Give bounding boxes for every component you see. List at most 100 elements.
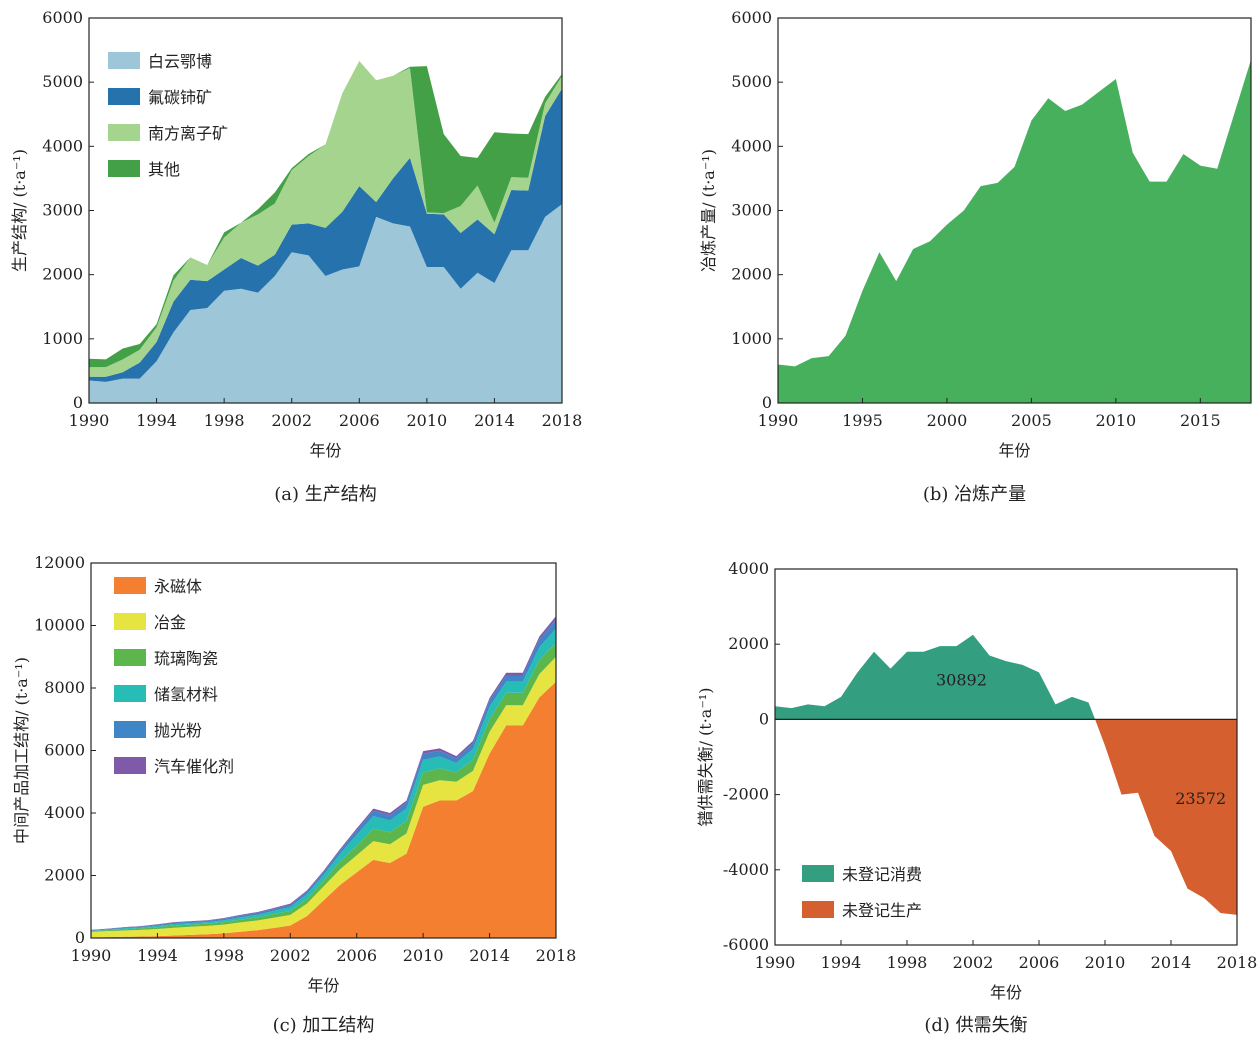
x-tick-label: 2014 — [474, 411, 515, 430]
x-tick-label: 2018 — [536, 946, 577, 965]
x-tick-label: 2005 — [1011, 411, 1052, 430]
x-tick-label: 2010 — [1085, 953, 1126, 972]
y-tick-label: 0 — [759, 709, 769, 728]
area-series-4 — [89, 60, 562, 368]
x-tick-label: 2006 — [1019, 953, 1060, 972]
x-tick-label: 2002 — [271, 411, 312, 430]
panel-caption: (c) 加工结构 — [273, 1015, 375, 1036]
panel-caption: (d) 供需失衡 — [924, 1015, 1027, 1036]
x-tick-label: 1994 — [136, 411, 177, 430]
legend-label: 汽车催化剂 — [154, 757, 234, 776]
x-tick-label: 2014 — [469, 946, 510, 965]
legend-label: 白云鄂博 — [148, 52, 212, 71]
x-tick-label: 2006 — [336, 946, 377, 965]
y-tick-label: 5000 — [731, 72, 772, 91]
panel-supply-demand-imbalance: -6000 -4000 -2000 0 2000 4000 1990 1994 1998 2002… — [630, 518, 1259, 1037]
y-tick-label: 0 — [73, 393, 83, 412]
y-tick-label: 12000 — [34, 553, 85, 572]
x-tick-label: 2010 — [1095, 411, 1136, 430]
y-tick-label: 2000 — [728, 634, 769, 653]
legend-label: 其他 — [148, 160, 180, 179]
area-series-group — [89, 60, 562, 403]
y-tick-label: 4000 — [731, 136, 772, 155]
x-axis-title: 年份 — [309, 441, 341, 460]
area-series-1 — [91, 681, 556, 938]
x-axis-title: 年份 — [990, 983, 1022, 1002]
area-unregistered-consumption — [775, 634, 1237, 720]
area-series-1 — [89, 204, 562, 403]
x-tick-label: 1998 — [204, 411, 245, 430]
y-tick-label: 4000 — [44, 803, 85, 822]
legend-swatch — [114, 757, 146, 774]
legend-swatch — [802, 865, 834, 882]
legend-swatch — [114, 649, 146, 666]
y-tick-label: 2000 — [731, 265, 772, 284]
area-series-2 — [89, 88, 562, 382]
legend-swatch — [108, 88, 140, 105]
x-tick-label: 2002 — [953, 953, 994, 972]
panel-caption: (b) 冶炼产量 — [923, 484, 1026, 505]
chart-processing-structure: 0 2000 4000 6000 8000 10000 12000 1990 1994 1998 2… — [12, 553, 577, 1036]
x-tick-label: 1998 — [887, 953, 928, 972]
x-tick-label: 2010 — [403, 946, 444, 965]
legend-label: 未登记消费 — [842, 865, 922, 884]
y-tick-label: 3000 — [42, 201, 83, 220]
legend-swatch — [114, 721, 146, 738]
panel-processing-structure: 0 2000 4000 6000 8000 10000 12000 1990 1994 1998 2… — [0, 518, 630, 1037]
y-tick-label: -4000 — [723, 860, 769, 879]
x-tick-label: 2010 — [406, 411, 447, 430]
y-tick-label: 4000 — [42, 136, 83, 155]
legend-swatch — [108, 124, 140, 141]
area-series-3 — [89, 60, 562, 377]
x-tick-label: 1990 — [71, 946, 112, 965]
area-unregistered-production — [775, 719, 1237, 915]
x-tick-label: 2006 — [339, 411, 380, 430]
legend-label: 永磁体 — [154, 577, 202, 596]
legend-swatch — [802, 901, 834, 918]
y-tick-label: 4000 — [728, 559, 769, 578]
y-tick-label: -2000 — [723, 785, 769, 804]
x-tick-label: 1990 — [758, 411, 799, 430]
y-tick-label: 6000 — [731, 8, 772, 27]
y-axis-title: 冶炼产量/ (t·a⁻¹) — [699, 149, 718, 272]
x-tick-label: 1990 — [755, 953, 796, 972]
y-tick-label: 1000 — [731, 329, 772, 348]
y-axis-title: 生产结构/ (t·a⁻¹) — [10, 149, 29, 272]
x-tick-label: 1990 — [69, 411, 110, 430]
x-tick-label: 1994 — [821, 953, 862, 972]
x-tick-label: 2014 — [1151, 953, 1192, 972]
y-tick-label: 8000 — [44, 678, 85, 697]
legend-swatch — [114, 577, 146, 594]
y-tick-label: -6000 — [723, 935, 769, 954]
legend-swatch — [114, 685, 146, 702]
y-tick-label: 3000 — [731, 201, 772, 220]
y-tick-label: 5000 — [42, 72, 83, 91]
legend-label: 储氢材料 — [154, 685, 218, 704]
legend-label: 冶金 — [154, 613, 186, 632]
y-axis-title: 中间产品加工结构/ (t·a⁻¹) — [12, 657, 31, 844]
y-tick-label: 6000 — [42, 8, 83, 27]
legend-label: 未登记生产 — [842, 901, 922, 920]
y-tick-label: 0 — [762, 393, 772, 412]
y-axis-title: 镨供需失衡/ (t·a⁻¹) — [696, 688, 715, 827]
legend-label: 抛光粉 — [154, 721, 202, 740]
y-tick-label: 2000 — [44, 866, 85, 885]
legend-label: 氟碳铈矿 — [148, 88, 212, 107]
y-tick-label: 1000 — [42, 329, 83, 348]
plot-frame — [774, 568, 1238, 946]
x-axis-title: 年份 — [998, 441, 1030, 460]
legend-swatch — [108, 160, 140, 177]
panel-smelting-output: 0 1000 2000 3000 4000 5000 6000 1990 1995 2000 200… — [630, 0, 1259, 518]
x-tick-label: 1994 — [137, 946, 178, 965]
area-series-group — [91, 616, 556, 938]
y-tick-label: 0 — [75, 928, 85, 947]
y-tick-label: 6000 — [44, 741, 85, 760]
x-tick-label: 2015 — [1180, 411, 1221, 430]
chart-production-structure: 0 1000 2000 3000 4000 5000 6000 1990 1994 1998 200… — [10, 8, 582, 505]
x-tick-label: 1995 — [842, 411, 883, 430]
x-tick-label: 2000 — [927, 411, 968, 430]
chart-supply-demand-imbalance: -6000 -4000 -2000 0 2000 4000 1990 1994 1998 2002… — [696, 559, 1257, 1036]
